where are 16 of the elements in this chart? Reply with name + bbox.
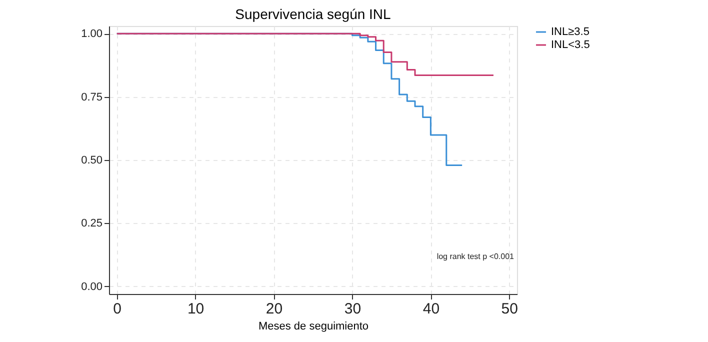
y-tick-label: 0.00 <box>81 280 102 293</box>
chart-title: Supervivencia según INL <box>235 6 392 22</box>
x-tick-label: 50 <box>501 300 518 318</box>
legend-label: INL≥3.5 <box>551 26 590 38</box>
legend-label: INL<3.5 <box>551 39 590 51</box>
x-tick-label: 40 <box>422 300 440 318</box>
x-tick-label: 10 <box>187 300 204 318</box>
x-tick-label: 0 <box>113 300 122 318</box>
x-tick-label: 30 <box>344 300 362 318</box>
x-axis-title: Meses de seguimiento <box>258 320 369 332</box>
y-tick-label: 0.75 <box>81 91 102 104</box>
y-tick-label: 0.50 <box>81 154 102 166</box>
y-tick-label: 0.25 <box>81 218 102 230</box>
x-tick-label: 20 <box>266 300 283 318</box>
y-tick-label: 1.00 <box>81 28 102 40</box>
annotation: log rank test p <0.001 <box>436 252 515 261</box>
